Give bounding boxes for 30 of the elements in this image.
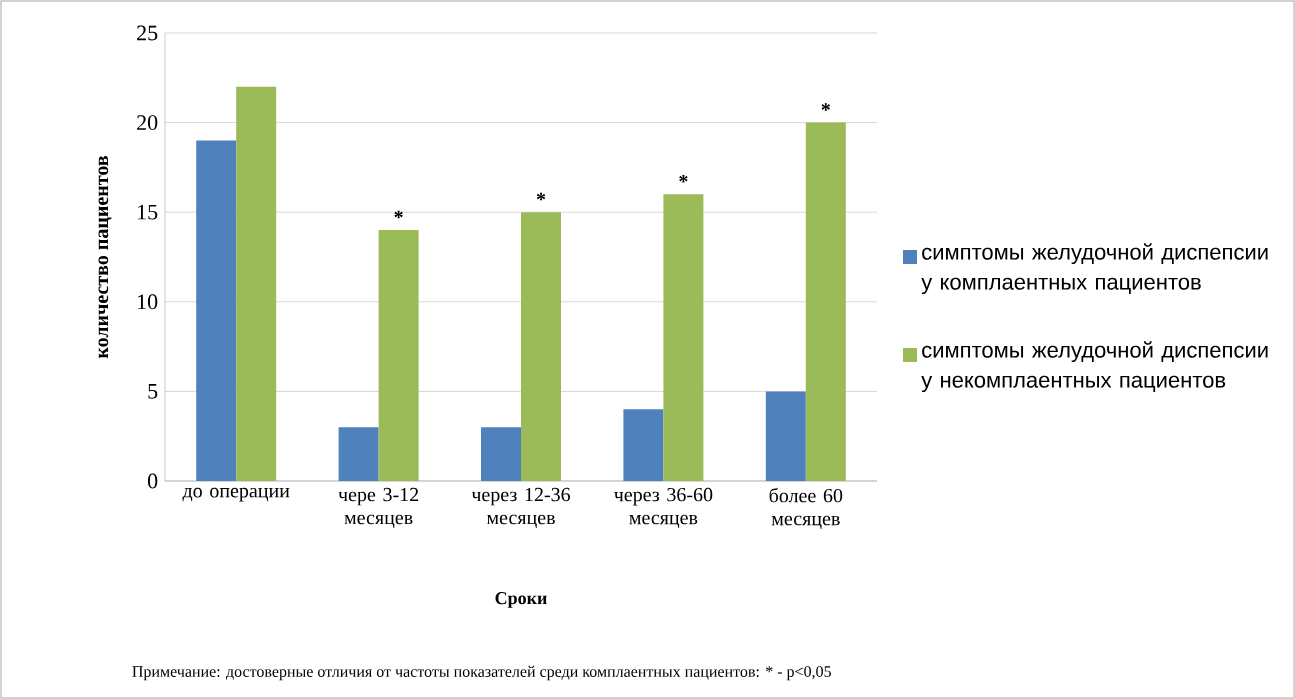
x-tick-label: до операции [182,487,290,502]
x-tick-label: через 36-60 месяцев [614,487,713,529]
bar [196,140,237,481]
annotation: * [536,192,546,201]
y-tick-label: 10 [138,294,158,310]
bar [338,427,379,481]
y-tick-label: 15 [138,204,158,220]
x-tick-label: более 60 месяцев [769,487,843,530]
text: Примечание: достоверные отличия от частоты показателей среди комплаентных пациентов: * - p<0,05 [132,665,831,681]
y-tick-label: 25 [137,25,158,41]
bar [481,427,522,481]
bar [236,86,277,481]
x-axis-title: Сроки [495,592,547,608]
y-axis-title: количество пациентов [98,155,112,359]
y-tick-label: 0 [147,473,158,489]
x-tick-label: чере 3-12 месяцев [338,487,419,528]
bar [378,230,419,481]
y-tick-label: 20 [137,115,158,131]
annotation: * [679,174,688,183]
bar [765,391,806,481]
legend-label: симптомы желудочной диспепсии у комплаентных пациентов [921,243,1268,295]
x-tick-label: через 12-36 месяцев [471,487,571,528]
y-tick-label: 5 [148,384,158,399]
bar [521,212,562,481]
annotation: * [821,103,830,111]
bar [663,194,704,481]
bar [805,122,846,481]
annotation: * [394,210,403,219]
bar [623,409,664,481]
legend-label: симптомы желудочной диспепсии у некомплаентных пациентов [921,341,1268,393]
